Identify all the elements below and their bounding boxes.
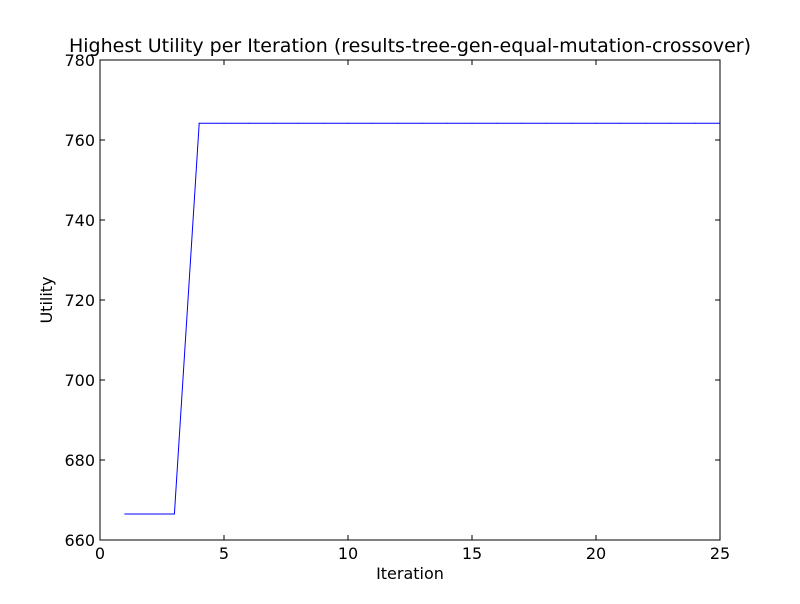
data-point (322, 122, 324, 124)
data-point (421, 122, 423, 124)
x-tick-label: 0 (95, 544, 105, 563)
data-point (347, 122, 349, 124)
data-point (297, 122, 299, 124)
data-point (273, 122, 275, 124)
data-point (521, 122, 523, 124)
plot-line-group (124, 122, 721, 515)
y-tick-label: 660 (64, 531, 95, 550)
y-tick-label: 760 (64, 131, 95, 150)
data-point (248, 122, 250, 124)
data-point (620, 122, 622, 124)
x-axis-label: Iteration (376, 564, 444, 583)
data-point (645, 122, 647, 124)
data-point (570, 122, 572, 124)
y-tick-label: 720 (64, 291, 95, 310)
y-tick-label: 740 (64, 211, 95, 230)
y-tick-label: 700 (64, 371, 95, 390)
data-point (694, 122, 696, 124)
axis-ticks: 0 5 10 15 20 25 660 680 700 720 740 760 780 (64, 51, 730, 563)
data-point (397, 122, 399, 124)
x-tick-label: 25 (710, 544, 730, 563)
x-tick-label: 15 (462, 544, 482, 563)
data-point (124, 513, 126, 515)
chart-title: Highest Utility per Iteration (results-t… (69, 35, 751, 57)
data-point (372, 122, 374, 124)
data-point (595, 122, 597, 124)
data-point (545, 122, 547, 124)
data-point (173, 513, 175, 515)
data-point (669, 122, 671, 124)
plot-frame (99, 59, 721, 541)
y-axis-label: Utility (37, 276, 56, 323)
y-tick-label: 680 (64, 451, 95, 470)
data-point (149, 513, 151, 515)
data-point (471, 122, 473, 124)
data-point (446, 122, 448, 124)
x-tick-label: 20 (586, 544, 606, 563)
data-point (223, 122, 225, 124)
data-point (198, 122, 200, 124)
x-tick-label: 5 (219, 544, 229, 563)
data-point (496, 122, 498, 124)
y-tick-label: 780 (64, 51, 95, 70)
x-tick-label: 10 (338, 544, 358, 563)
